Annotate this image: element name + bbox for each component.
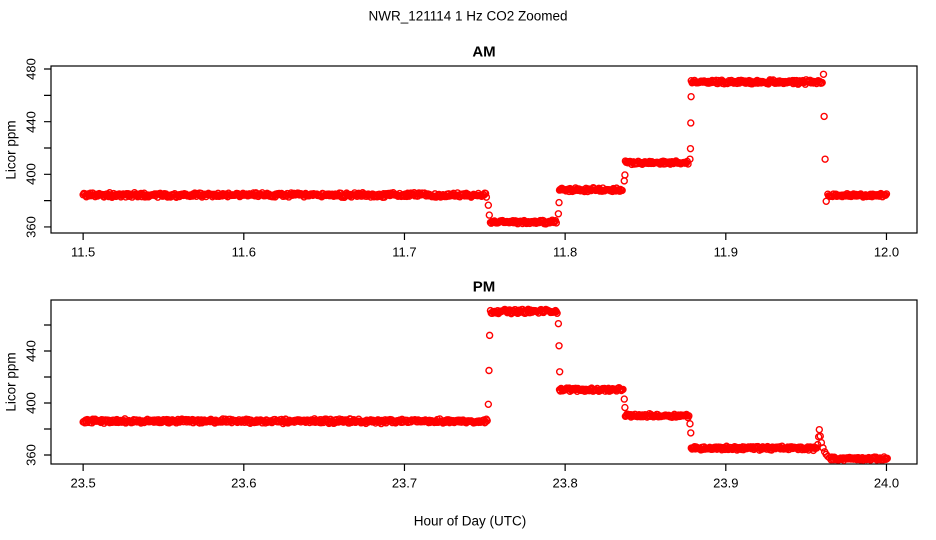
am-y-axis-title: Licor ppm: [3, 120, 19, 180]
y-tick-label: 400: [23, 163, 39, 186]
x-tick-label: 23.7: [391, 475, 418, 491]
y-tick-label: 440: [23, 340, 39, 362]
x-tick-label: 24.0: [873, 475, 900, 491]
figure-title: NWR_121114 1 Hz CO2 Zoomed: [368, 8, 568, 24]
x-tick-label: 11.7: [392, 244, 417, 260]
y-tick-label: 360: [23, 444, 39, 466]
x-tick-label: 23.9: [713, 475, 739, 491]
y-tick-label: 400: [23, 392, 39, 414]
y-tick-label: 480: [23, 58, 39, 80]
am-panel-title: AM: [472, 43, 496, 61]
x-tick-label: 12.0: [873, 244, 900, 260]
pm-y-axis-title: Licor ppm: [3, 352, 19, 412]
x-tick-label: 11.9: [713, 244, 738, 260]
x-tick-label: 23.6: [231, 475, 257, 491]
x-tick-label: 23.5: [70, 475, 96, 491]
y-tick-label: 440: [23, 110, 39, 133]
x-tick-label: 11.5: [70, 244, 96, 260]
x-tick-label: 11.8: [552, 244, 578, 260]
x-axis-title: Hour of Day (UTC): [413, 513, 527, 529]
pm-panel-title: PM: [472, 278, 496, 296]
y-tick-label: 360: [23, 216, 39, 238]
x-tick-label: 23.8: [552, 475, 578, 491]
x-tick-label: 11.6: [231, 244, 256, 260]
